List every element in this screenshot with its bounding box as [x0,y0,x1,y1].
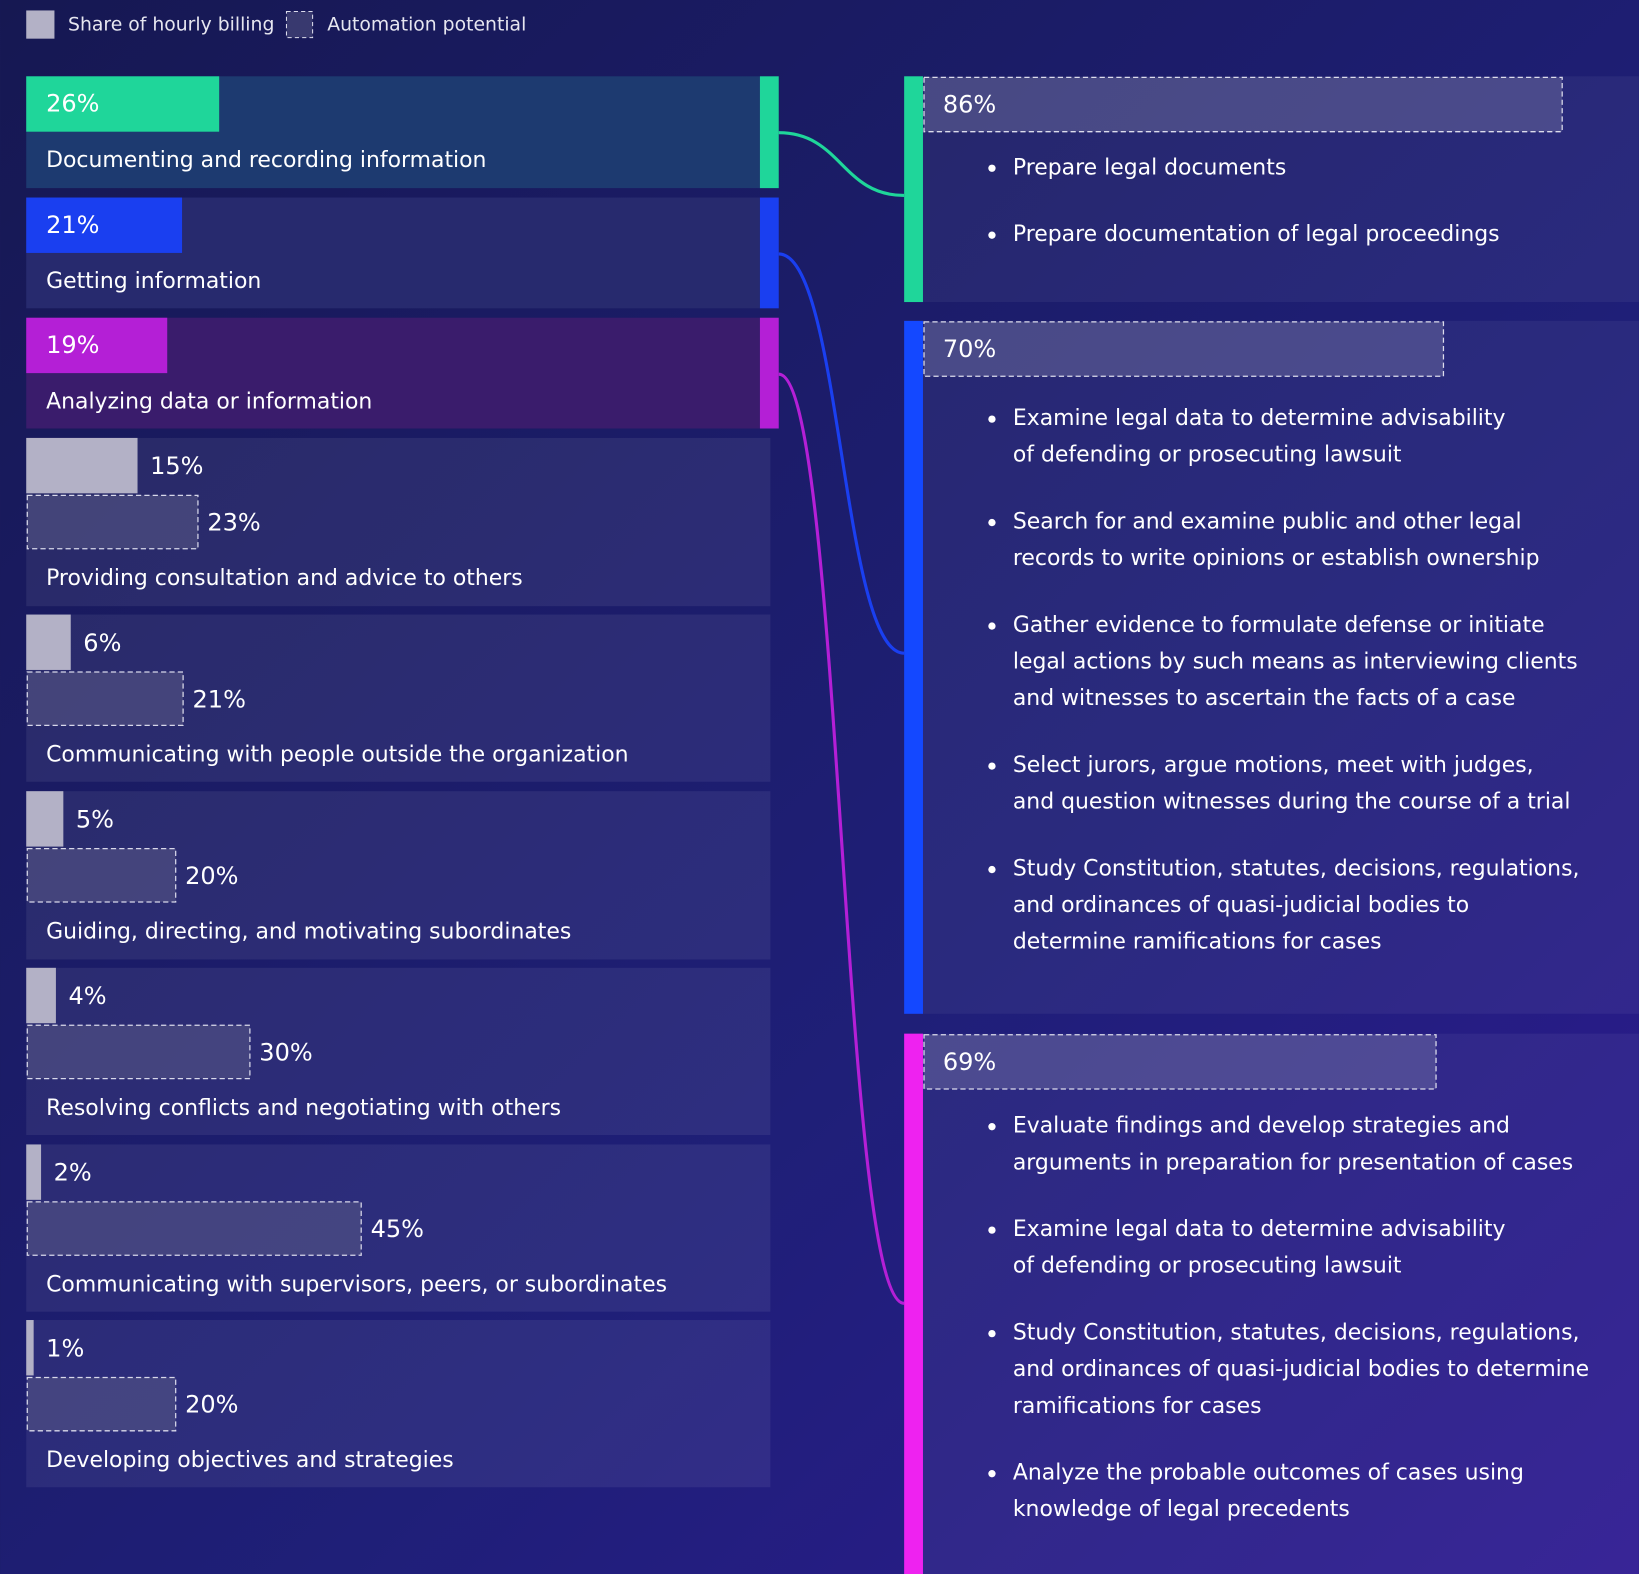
category-label: Developing objectives and strategies [46,1448,454,1473]
bar [26,791,64,847]
task-text: arguments in preparation for presentatio… [1013,1150,1573,1175]
bar-value-label: 30% [259,1039,312,1067]
task-text: knowledge of legal precedents [1013,1497,1350,1522]
task-text: records to write opinions or establish o… [1013,546,1540,571]
bar [26,437,138,494]
bullet [988,231,996,239]
bar-value-label: 20% [185,1391,238,1419]
task-text: determine ramifications for cases [1013,930,1382,955]
bar [26,1376,177,1432]
task-text: of defending or prosecuting lawsuit [1013,443,1402,468]
category-label: Communicating with supervisors, peers, o… [46,1273,667,1298]
bar [26,1320,34,1376]
panel-background [904,1033,1639,1574]
bullet [988,518,996,527]
task-text: and ordinances of quasi-judicial bodies … [1013,893,1469,918]
bullet [988,1123,996,1131]
category-label: Providing consultation and advice to oth… [46,566,523,591]
task-text: Evaluate findings and develop strategies… [1013,1114,1510,1139]
content: Share of hourly billing Automation potent… [26,10,1639,1574]
bar-value-label: 15% [150,452,203,480]
legend-swatch [285,10,314,39]
category-label: Resolving conflicts and negotiating with… [46,1096,561,1121]
bar [26,494,199,550]
bar-value-label: 5% [76,805,114,833]
row-strip [759,76,779,189]
connector [778,372,905,1305]
task-text: Select jurors, argue motions, meet with … [1013,753,1534,778]
panel-background [904,320,1639,1014]
bar-value-label: 45% [371,1215,424,1243]
bar [26,671,184,726]
bar-value-label: 19% [46,331,99,359]
bar [26,197,183,253]
bullet [988,1226,996,1234]
task-text: of defending or prosecuting lawsuit [1013,1254,1402,1279]
panel-strip [904,1033,923,1574]
bullet [988,1470,996,1478]
task-text: Prepare documentation of legal proceedin… [1013,222,1500,247]
category-label: Getting information [46,269,261,294]
automation-box [923,76,1563,133]
task-text: Study Constitution, statutes, decisions,… [1013,857,1580,882]
bar-value-label: 6% [83,629,121,657]
task-text: Study Constitution, statutes, decisions,… [1013,1321,1580,1346]
panel-background [904,76,1639,303]
panel-strip [904,76,923,303]
bullet [988,865,996,874]
row-strip [759,197,779,309]
row-strip [759,317,779,429]
task-text: Analyze the probable outcomes of cases u… [1013,1461,1524,1486]
automation-label: 69% [943,1048,996,1076]
bar-value-label: 26% [46,90,99,118]
legend-label: Share of hourly billing [68,15,274,36]
bar [26,848,177,903]
bar-value-label: 4% [68,982,106,1010]
task-text: Gather evidence to formulate defense or … [1013,613,1545,638]
task-text: and ordinances of quasi-judicial bodies … [1013,1357,1589,1382]
bar-value-label: 20% [185,862,238,890]
bar [26,967,56,1024]
bar-value-label: 21% [46,211,99,239]
panel-strip [904,320,923,1014]
bullet [988,1329,996,1338]
bar-value-label: 23% [207,509,260,537]
bar-value-label: 2% [54,1159,92,1187]
category-label: Guiding, directing, and motivating subor… [46,919,571,944]
category-label: Documenting and recording information [46,148,486,173]
task-text: Examine legal data to determine advisabi… [1013,1217,1506,1242]
task-text: and question witnesses during the course… [1013,790,1571,815]
bar [26,76,220,132]
bar [26,1144,42,1200]
bullet [988,762,996,770]
automation-box [923,1034,1437,1090]
task-text: Prepare legal documents [1013,155,1286,180]
automation-box [923,321,1445,377]
bar [26,614,71,670]
connector [778,131,905,198]
category-label: Analyzing data or information [46,389,372,414]
bullet [988,622,996,630]
task-text: Examine legal data to determine advisabi… [1013,406,1506,431]
bullet [988,164,996,172]
bullet [988,415,996,423]
task-text: legal actions by such means as interview… [1013,650,1578,675]
category-label: Communicating with people outside the or… [46,743,628,768]
automation-label: 86% [943,91,996,119]
legend-swatch [26,10,55,39]
bar [26,1024,251,1080]
bar-value-label: 1% [46,1334,84,1362]
automation-label: 70% [943,335,996,363]
bar [26,1201,362,1256]
task-text: ramifications for cases [1013,1394,1262,1419]
bar [26,317,168,374]
legend-label: Automation potential [327,15,526,36]
task-text: and witnesses to ascertain the facts of … [1013,686,1516,711]
bar-value-label: 21% [193,685,246,713]
task-text: Search for and examine public and other … [1013,510,1522,535]
connector [778,252,905,655]
